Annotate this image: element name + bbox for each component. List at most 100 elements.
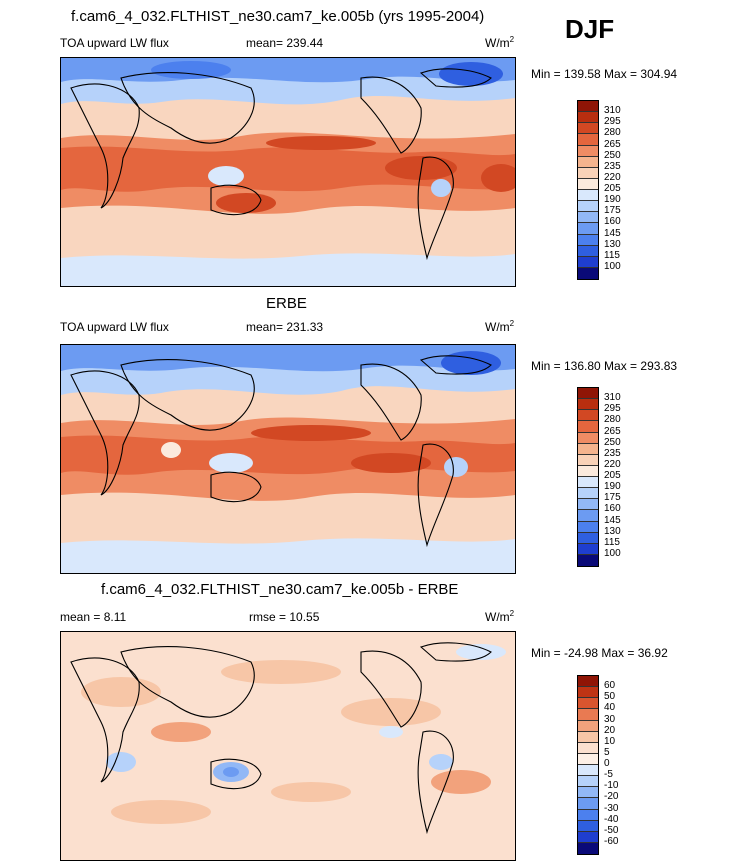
colorbar-tick-label: 235 [604, 447, 621, 459]
colorbar-tick-label: 190 [604, 481, 621, 493]
season-label: DJF [565, 14, 615, 44]
colorbar-tick-label: 205 [604, 183, 621, 194]
colorbar-swatch [578, 267, 598, 279]
colorbar-tick-label: -10 [604, 780, 619, 792]
colorbar-tick-label: 175 [604, 205, 621, 217]
colorbar-swatch [578, 676, 598, 688]
panel-3-title: f.cam6_4_032.FLTHIST_ne30.cam7_ke.005b -… [101, 581, 459, 598]
panel-1-minmax: Min = 139.58 Max = 304.94 [531, 67, 678, 81]
colorbar-tick-label: 100 [604, 547, 621, 559]
panel-3-colorbar [577, 675, 599, 855]
colorbar-tick-label: 145 [604, 227, 621, 239]
colorbar-tick-label: 220 [604, 458, 621, 470]
colorbar-tick-label: 190 [604, 194, 621, 206]
colorbar-tick-label: 295 [604, 403, 621, 415]
colorbar-tick-label: 145 [604, 514, 621, 526]
colorbar-tick-label: 0 [604, 758, 610, 769]
panel-3-minmax: Min = -24.98 Max = 36.92 [531, 646, 668, 660]
panel-2-units: W/m2 [485, 319, 515, 334]
colorbar-swatch [578, 190, 598, 202]
colorbar-swatch [578, 410, 598, 422]
colorbar-swatch [578, 499, 598, 511]
panel-1-colorbar [577, 100, 599, 280]
panel-1-units: W/m2 [485, 35, 515, 50]
colorbar-swatch [578, 123, 598, 135]
colorbar-swatch [578, 742, 598, 754]
colorbar-swatch [578, 432, 598, 444]
panel-1-title: f.cam6_4_032.FLTHIST_ne30.cam7_ke.005b (… [71, 8, 485, 25]
panel-2-variable: TOA upward LW flux [60, 320, 169, 334]
colorbar-swatch [578, 443, 598, 455]
colorbar-tick-label: 250 [604, 149, 621, 161]
colorbar-tick-label: -60 [604, 835, 619, 847]
colorbar-swatch [578, 720, 598, 732]
colorbar-swatch [578, 753, 598, 765]
colorbar-tick-label: 280 [604, 127, 621, 139]
colorbar-tick-label: 130 [604, 238, 621, 250]
colorbar-swatch [578, 809, 598, 821]
colorbar-tick-label: 205 [604, 470, 621, 481]
colorbar-swatch [578, 698, 598, 710]
colorbar-swatch [578, 178, 598, 190]
panel-3-rmse: rmse = 10.55 [249, 610, 320, 624]
colorbar-tick-label: 235 [604, 160, 621, 172]
colorbar-tick-label: -40 [604, 813, 619, 825]
colorbar-swatch [578, 212, 598, 224]
panel-1-map [60, 57, 516, 287]
colorbar-swatch [578, 521, 598, 533]
colorbar-tick-label: 5 [604, 746, 610, 758]
colorbar-swatch [578, 134, 598, 146]
colorbar-tick-label: -5 [604, 769, 613, 781]
panel-1-mean: mean= 239.44 [246, 36, 324, 50]
colorbar-tick-label: 130 [604, 525, 621, 537]
panel-1-variable: TOA upward LW flux [60, 36, 169, 50]
colorbar-swatch [578, 687, 598, 699]
colorbar-tick-label: 160 [604, 503, 621, 515]
colorbar-tick-label: -30 [604, 802, 619, 814]
colorbar-swatch [578, 820, 598, 832]
colorbar-swatch [578, 421, 598, 433]
panel-2-minmax: Min = 136.80 Max = 293.83 [531, 359, 678, 373]
colorbar-tick-label: 100 [604, 260, 621, 272]
colorbar-swatch [578, 156, 598, 168]
colorbar-swatch [578, 842, 598, 854]
colorbar-swatch [578, 388, 598, 400]
colorbar-swatch [578, 454, 598, 466]
colorbar-swatch [578, 145, 598, 157]
colorbar-swatch [578, 709, 598, 721]
colorbar-tick-label: 280 [604, 414, 621, 426]
colorbar-swatch [578, 256, 598, 268]
colorbar-swatch [578, 776, 598, 788]
panel-2-map [60, 344, 516, 574]
panel-3-map [60, 631, 516, 861]
colorbar-tick-label: 265 [604, 138, 621, 150]
colorbar-tick-label: 250 [604, 436, 621, 448]
colorbar-swatch [578, 554, 598, 566]
colorbar-tick-label: 115 [604, 249, 620, 261]
colorbar-swatch [578, 245, 598, 257]
colorbar-tick-label: -20 [604, 791, 619, 803]
panel-2-title: ERBE [266, 295, 307, 312]
colorbar-tick-label: 310 [604, 392, 621, 404]
panel-3-units: W/m2 [485, 609, 515, 624]
colorbar-swatch [578, 798, 598, 810]
colorbar-swatch [578, 510, 598, 522]
colorbar-tick-label: -50 [604, 824, 619, 836]
colorbar-swatch [578, 731, 598, 743]
colorbar-swatch [578, 112, 598, 124]
colorbar-swatch [578, 765, 598, 777]
colorbar-swatch [578, 543, 598, 555]
colorbar-tick-label: 115 [604, 536, 620, 548]
colorbar-swatch [578, 532, 598, 544]
colorbar-swatch [578, 223, 598, 235]
colorbar-tick-label: 265 [604, 425, 621, 437]
colorbar-tick-label: 60 [604, 680, 616, 692]
colorbar-tick-label: 295 [604, 116, 621, 128]
colorbar-swatch [578, 477, 598, 489]
colorbar-tick-label: 175 [604, 492, 621, 504]
colorbar-tick-label: 40 [604, 702, 616, 714]
colorbar-tick-label: 160 [604, 216, 621, 228]
colorbar-swatch [578, 234, 598, 246]
colorbar-tick-label: 50 [604, 691, 616, 703]
panel-3-mean: mean = 8.11 [60, 610, 127, 624]
